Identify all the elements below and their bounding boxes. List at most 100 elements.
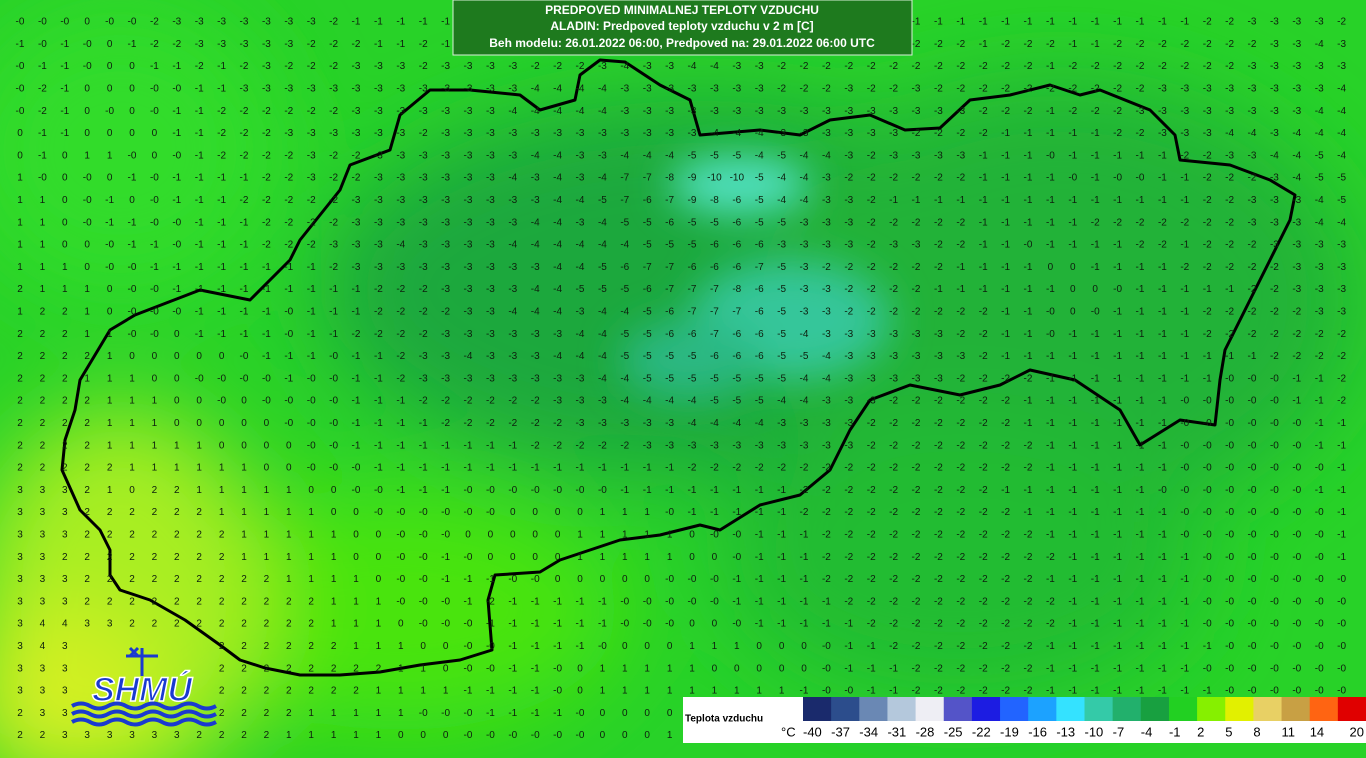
- grid-value: 2: [241, 686, 247, 697]
- grid-value: -3: [441, 128, 450, 139]
- grid-value: -2: [1001, 663, 1010, 674]
- grid-value: -1: [217, 217, 226, 228]
- grid-value: -4: [732, 128, 741, 139]
- grid-value: -1: [374, 463, 383, 474]
- grid-value: -3: [396, 61, 405, 72]
- grid-value: 2: [331, 641, 337, 652]
- grid-value: -1: [240, 173, 249, 184]
- grid-value: 0: [443, 730, 449, 741]
- grid-value: -2: [979, 619, 988, 630]
- grid-value: -3: [441, 106, 450, 117]
- grid-value: -2: [396, 284, 405, 295]
- grid-value: -3: [1248, 84, 1257, 95]
- grid-value: -3: [217, 17, 226, 28]
- grid-value: 0: [712, 619, 718, 630]
- grid-value: -1: [1113, 150, 1122, 161]
- grid-value: 1: [17, 307, 23, 318]
- grid-value: -0: [217, 373, 226, 384]
- grid-value: -1: [1046, 396, 1055, 407]
- grid-value: -3: [531, 351, 540, 362]
- grid-value: 1: [398, 686, 404, 697]
- grid-value: 0: [264, 463, 270, 474]
- grid-value: -3: [486, 284, 495, 295]
- grid-value: -2: [1001, 84, 1010, 95]
- grid-value: 0: [84, 240, 90, 251]
- grid-value: -3: [486, 217, 495, 228]
- grid-value: -3: [1270, 61, 1279, 72]
- grid-value: -2: [598, 440, 607, 451]
- grid-value: -3: [284, 84, 293, 95]
- grid-value: -4: [688, 418, 697, 429]
- grid-value: -4: [598, 329, 607, 340]
- grid-value: -3: [374, 217, 383, 228]
- grid-value: -2: [822, 485, 831, 496]
- grid-value: 2: [241, 708, 247, 719]
- grid-value: -5: [777, 150, 786, 161]
- grid-value: -2: [844, 262, 853, 273]
- grid-value: -2: [38, 106, 47, 117]
- grid-value: -1: [396, 463, 405, 474]
- grid-value: -2: [307, 195, 316, 206]
- grid-value: -2: [912, 128, 921, 139]
- grid-value: -3: [1248, 61, 1257, 72]
- grid-value: -3: [912, 329, 921, 340]
- grid-value: -1: [195, 284, 204, 295]
- grid-value: 2: [264, 596, 270, 607]
- grid-value: -6: [755, 329, 764, 340]
- grid-value: -2: [867, 440, 876, 451]
- grid-value: -3: [643, 440, 652, 451]
- grid-value: -2: [956, 507, 965, 518]
- grid-value: -2: [889, 217, 898, 228]
- grid-value: -1: [1024, 485, 1033, 496]
- grid-value: -7: [665, 284, 674, 295]
- grid-value: -0: [1225, 463, 1234, 474]
- grid-value: -1: [60, 128, 69, 139]
- grid-value: -2: [889, 418, 898, 429]
- grid-value: -10: [707, 173, 722, 184]
- grid-value: 0: [712, 663, 718, 674]
- grid-value: -3: [1292, 284, 1301, 295]
- grid-value: -1: [262, 307, 271, 318]
- grid-value: -1: [441, 440, 450, 451]
- grid-value: -1: [1046, 530, 1055, 541]
- grid-value: -1: [217, 329, 226, 340]
- grid-value: -1: [1024, 150, 1033, 161]
- grid-value: 0: [398, 730, 404, 741]
- grid-value: -0: [396, 507, 405, 518]
- grid-value: 2: [219, 619, 225, 630]
- grid-value: -0: [710, 574, 719, 585]
- grid-value: 0: [376, 530, 382, 541]
- grid-value: -3: [867, 351, 876, 362]
- grid-value: -0: [419, 530, 428, 541]
- grid-value: -1: [1091, 173, 1100, 184]
- grid-value: -4: [553, 195, 562, 206]
- grid-value: -1: [284, 373, 293, 384]
- grid-value: 2: [62, 463, 68, 474]
- grid-value: -0: [16, 106, 25, 117]
- grid-value: -1: [464, 574, 473, 585]
- grid-value: -1: [1136, 17, 1145, 28]
- grid-value: -0: [1337, 686, 1346, 697]
- grid-value: -2: [912, 61, 921, 72]
- grid-value: -3: [374, 106, 383, 117]
- grid-value: 0: [331, 485, 337, 496]
- grid-value: -3: [598, 396, 607, 407]
- grid-value: -0: [1180, 485, 1189, 496]
- grid-value: -1: [777, 507, 786, 518]
- grid-value: -0: [1225, 373, 1234, 384]
- grid-value: -3: [844, 240, 853, 251]
- grid-value: -1: [1046, 351, 1055, 362]
- grid-value: 1: [17, 217, 23, 228]
- grid-value: -3: [1203, 128, 1212, 139]
- grid-value: -4: [598, 106, 607, 117]
- grid-value: -0: [1203, 396, 1212, 407]
- grid-value: -1: [1158, 396, 1167, 407]
- grid-value: 1: [353, 574, 359, 585]
- grid-value: -2: [553, 440, 562, 451]
- grid-value: -2: [329, 217, 338, 228]
- grid-value: -1: [1113, 329, 1122, 340]
- grid-value: 1: [331, 730, 337, 741]
- grid-value: 3: [17, 530, 23, 541]
- grid-value: -0: [240, 351, 249, 362]
